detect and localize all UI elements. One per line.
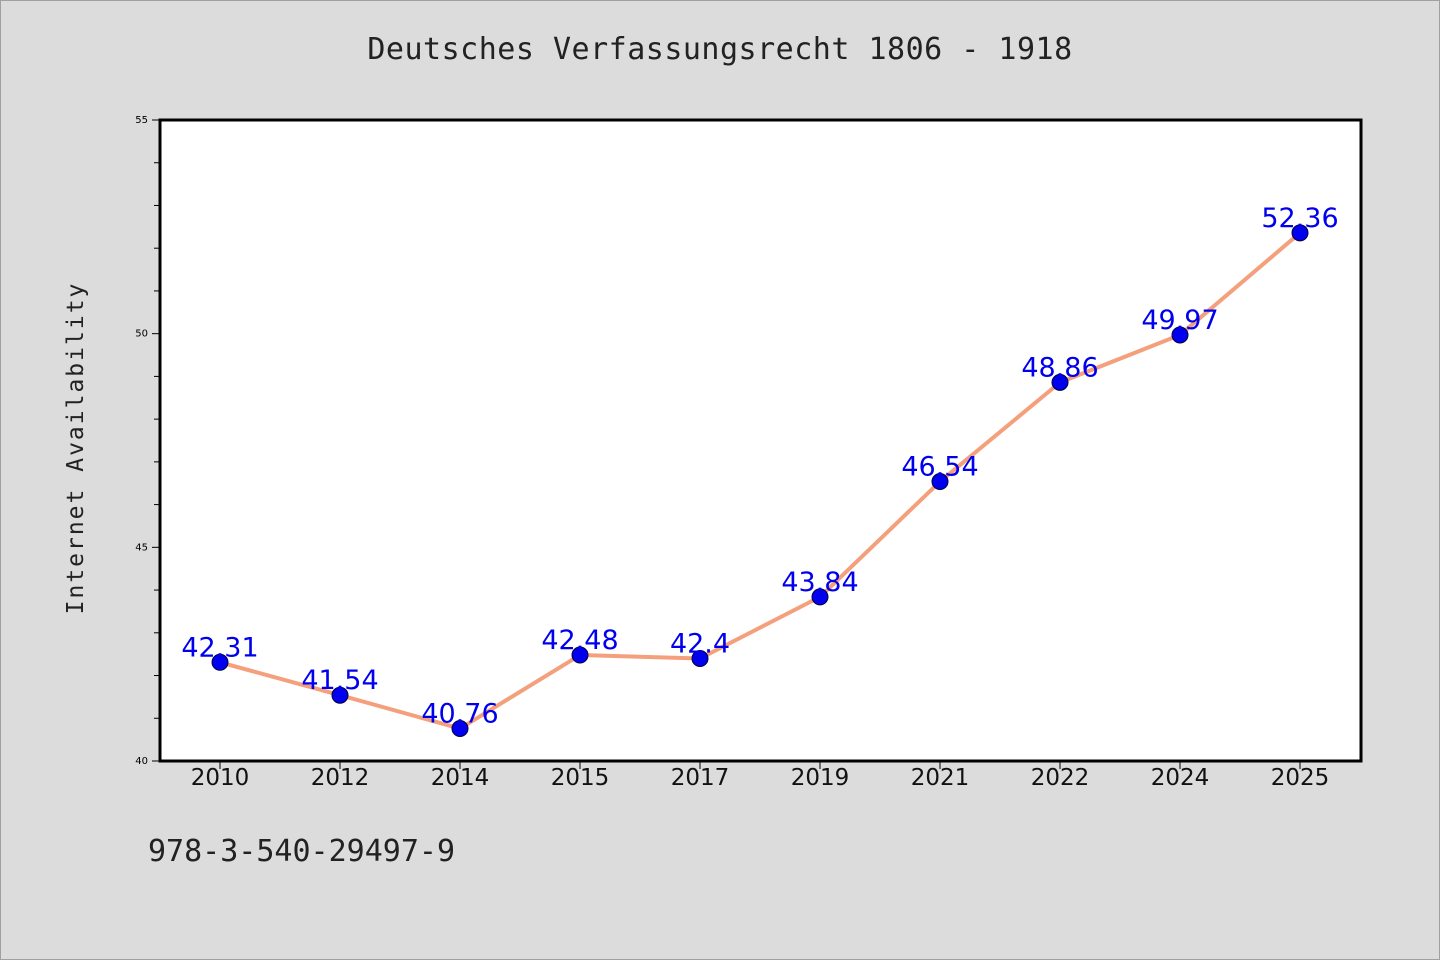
data-point [811, 588, 829, 606]
y-tick-label: 45 [135, 542, 148, 553]
x-tick-label: 2010 [191, 765, 250, 791]
y-tick-label: 40 [135, 756, 148, 767]
data-point [571, 646, 589, 664]
isbn-code: 978-3-540-29497-9 [148, 834, 456, 869]
data-point [331, 686, 349, 704]
data-label: 42.48 [541, 625, 618, 656]
data-label: 43.84 [781, 567, 858, 598]
y-tick-label: 50 [135, 329, 148, 340]
x-tick-label: 2012 [311, 765, 370, 791]
data-point [211, 653, 229, 671]
data-label: 41.54 [301, 665, 378, 696]
x-tick-label: 2014 [431, 765, 490, 791]
x-tick-label: 2017 [671, 765, 730, 791]
data-point [931, 473, 949, 491]
x-tick-label: 2015 [551, 765, 610, 791]
y-tick-label: 55 [135, 115, 148, 126]
data-label: 46.54 [901, 452, 978, 483]
data-point [1171, 326, 1189, 344]
x-tick-label: 2025 [1271, 765, 1330, 791]
data-label: 52.36 [1261, 203, 1338, 234]
data-label: 40.76 [421, 699, 498, 730]
data-point [691, 649, 709, 667]
chart-title: Deutsches Verfassungsrecht 1806 - 1918 [367, 32, 1073, 67]
series-line [218, 230, 1302, 731]
data-label: 42.31 [181, 632, 258, 663]
data-label: 48.86 [1021, 352, 1098, 383]
x-tick-label: 2022 [1031, 765, 1090, 791]
data-point [1051, 373, 1069, 391]
data-label: 42.4 [670, 628, 730, 659]
data-point [451, 720, 469, 738]
data-label: 49.97 [1141, 305, 1218, 336]
x-tick-label: 2019 [791, 765, 850, 791]
plot-area [158, 118, 1363, 763]
data-point [1291, 224, 1309, 242]
x-tick-label: 2021 [911, 765, 970, 791]
x-tick-label: 2024 [1151, 765, 1210, 791]
